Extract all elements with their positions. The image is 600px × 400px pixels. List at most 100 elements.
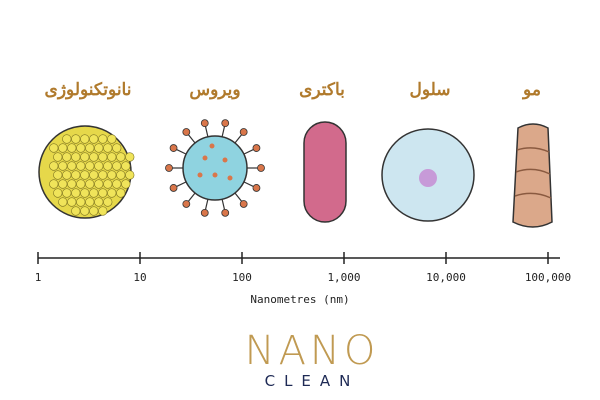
logo-name: NANO	[245, 328, 380, 374]
nano-dot	[58, 161, 68, 171]
nano-dot	[85, 179, 95, 189]
nano-dot	[94, 197, 104, 207]
virus-spot	[227, 175, 233, 181]
virus-spike-tip	[169, 184, 178, 192]
nano-dot	[62, 134, 72, 144]
nano-dot	[49, 143, 59, 153]
item-label: ویروس	[189, 80, 240, 100]
virus-spike	[204, 124, 209, 137]
nano-dot	[89, 206, 99, 216]
nanoparticle-illustration	[38, 125, 135, 219]
nano-dot	[58, 143, 68, 153]
nano-dot	[80, 188, 90, 198]
bacteria-illustration	[303, 121, 347, 223]
tick-label: 1,000	[327, 271, 360, 284]
nano-dot	[62, 188, 72, 198]
tick-label: 100	[232, 271, 252, 284]
nano-dot	[103, 143, 113, 153]
item-label: نانوتکنولوژی	[45, 80, 132, 100]
nano-dot	[89, 170, 99, 180]
axis-title: Nanometres (nm)	[250, 293, 349, 306]
nano-dot	[103, 179, 113, 189]
tick-label: 10	[133, 271, 146, 284]
nano-dot	[80, 206, 90, 216]
nano-dot	[89, 152, 99, 162]
virus-spot	[197, 172, 203, 178]
nano-dot	[125, 152, 135, 162]
virus-spot	[212, 172, 218, 178]
nano-dot	[94, 161, 104, 171]
nano-dot	[67, 179, 77, 189]
nano-dot	[116, 170, 126, 180]
item-label: باکتری	[299, 80, 345, 100]
virus-spike-tip	[239, 128, 248, 136]
nano-dot	[98, 134, 108, 144]
virus-spike-tip	[200, 208, 209, 217]
axis-ticks: 1 10 100 1,000 10,000 100,000	[35, 252, 571, 284]
virus-spike	[243, 148, 255, 155]
nano-dot	[53, 188, 63, 198]
logo-subtitle: CLEAN	[265, 372, 360, 390]
nano-dot	[53, 170, 63, 180]
nano-dot	[71, 188, 81, 198]
nano-dot	[62, 170, 72, 180]
nano-dot	[98, 170, 108, 180]
virus-spike	[175, 148, 187, 155]
virus-spike	[204, 199, 209, 212]
virus-illustration	[165, 119, 265, 217]
nano-dot	[94, 143, 104, 153]
nano-dot	[67, 143, 77, 153]
virus-spike-tip	[200, 119, 209, 128]
nano-dot	[76, 143, 86, 153]
virus-spike	[187, 133, 196, 144]
virus-spike	[175, 181, 187, 188]
nano-dot	[80, 134, 90, 144]
nano-dot	[85, 143, 95, 153]
virus-spike-tip	[169, 144, 178, 152]
virus-spike	[243, 181, 255, 188]
nano-dot	[49, 161, 59, 171]
nano-dot	[107, 188, 117, 198]
hair-illustration	[512, 123, 553, 228]
virus-spike-tip	[182, 128, 191, 136]
nano-dot	[71, 206, 81, 216]
virus-spike-tip	[221, 119, 230, 128]
nano-dot	[107, 170, 117, 180]
nano-dot	[76, 179, 86, 189]
virus-spike-tip	[257, 164, 265, 172]
nano-dot	[98, 206, 108, 216]
nano-dot	[80, 152, 90, 162]
nano-dot	[53, 152, 63, 162]
nano-dot	[85, 161, 95, 171]
cell-illustration	[381, 128, 475, 222]
nano-dot	[112, 161, 122, 171]
virus-spike-tip	[252, 184, 261, 192]
item-label: سلول	[409, 80, 450, 100]
nano-dot	[76, 161, 86, 171]
nano-dot	[121, 179, 131, 189]
nano-dot	[125, 170, 135, 180]
virus-spike	[234, 192, 243, 203]
virus-spike	[221, 199, 226, 212]
virus-spot	[202, 155, 208, 161]
nano-dot	[58, 179, 68, 189]
virus-spike-tip	[221, 208, 230, 217]
nano-dot	[112, 179, 122, 189]
nano-dot	[94, 179, 104, 189]
nano-dot	[89, 134, 99, 144]
nano-dot	[89, 188, 99, 198]
nano-dot	[121, 161, 131, 171]
nano-dot	[62, 152, 72, 162]
nano-dot	[116, 188, 126, 198]
virus-spike	[187, 192, 196, 203]
nano-dot	[67, 197, 77, 207]
virus-spike-tip	[252, 144, 261, 152]
tick-label: 100,000	[525, 271, 571, 284]
tick-label: 1	[35, 271, 42, 284]
nano-dot	[49, 179, 59, 189]
nano-dot	[107, 152, 117, 162]
nano-dot	[107, 134, 117, 144]
virus-spot	[222, 157, 228, 163]
virus-spike	[221, 124, 226, 137]
virus-spot	[209, 143, 215, 149]
